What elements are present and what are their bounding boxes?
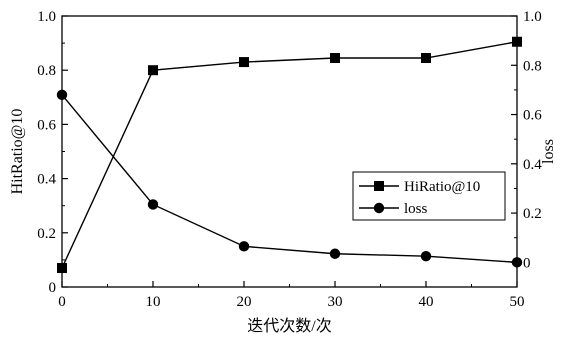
series-line-1 bbox=[61, 94, 518, 264]
data-point-circle bbox=[329, 248, 341, 259]
axes: 0 10 20 30 40 50 0 0.2 0.4 0.6 0.8 1.0 0 0.2 0.4 0.6 0.8… bbox=[9, 9, 557, 335]
data-point-circle bbox=[147, 199, 159, 210]
y-left-axis-label: HitRatio@10 bbox=[9, 109, 26, 195]
data-point-circle bbox=[238, 241, 250, 252]
y-left-tick-label: 0.2 bbox=[37, 226, 56, 242]
legend: HiRatio@10 loss bbox=[352, 171, 506, 221]
x-tick-label: 30 bbox=[328, 294, 343, 310]
y-right-tick-label: 0.6 bbox=[523, 108, 542, 124]
y-right-tick-label: 0.2 bbox=[523, 206, 542, 222]
series-line-0 bbox=[61, 41, 518, 269]
legend-entry-label: HiRatio@10 bbox=[404, 179, 480, 195]
y-right-tick-label: 1.0 bbox=[523, 9, 542, 25]
y-left-tick-label: 1.0 bbox=[37, 9, 56, 25]
data-point-square bbox=[421, 53, 431, 64]
y-right-axis-label: loss bbox=[540, 139, 557, 164]
y-left-tick-label: 0.4 bbox=[37, 172, 56, 188]
legend-marker-circle bbox=[373, 202, 385, 214]
y-left-tick-label: 0.6 bbox=[37, 117, 56, 133]
x-tick-label: 40 bbox=[419, 294, 434, 310]
plot-frame bbox=[61, 15, 518, 288]
x-tick-label: 0 bbox=[58, 294, 66, 310]
data-point-square bbox=[239, 57, 249, 68]
y-left-tick-label: 0.8 bbox=[37, 63, 56, 79]
y-right-tick-label: 0.4 bbox=[523, 157, 542, 173]
data-point-square bbox=[57, 263, 67, 274]
legend-marker-square bbox=[374, 181, 384, 191]
legend-entry-label: loss bbox=[404, 201, 428, 217]
x-tick-label: 50 bbox=[510, 294, 525, 310]
data-point-circle bbox=[511, 257, 523, 268]
y-right-tick-label: 0.8 bbox=[523, 58, 542, 74]
y-left-tick-label: 0 bbox=[49, 280, 57, 296]
data-point-circle bbox=[420, 251, 432, 262]
x-tick-label: 10 bbox=[146, 294, 161, 310]
data-point-square bbox=[330, 53, 340, 64]
x-axis-label: 迭代次数/次 bbox=[247, 317, 331, 335]
y-right-tick-label: 0 bbox=[523, 255, 531, 271]
series bbox=[56, 36, 523, 274]
data-point-square bbox=[512, 36, 522, 47]
data-point-square bbox=[148, 65, 158, 76]
data-point-circle bbox=[56, 89, 68, 101]
x-tick-label: 20 bbox=[237, 294, 252, 310]
